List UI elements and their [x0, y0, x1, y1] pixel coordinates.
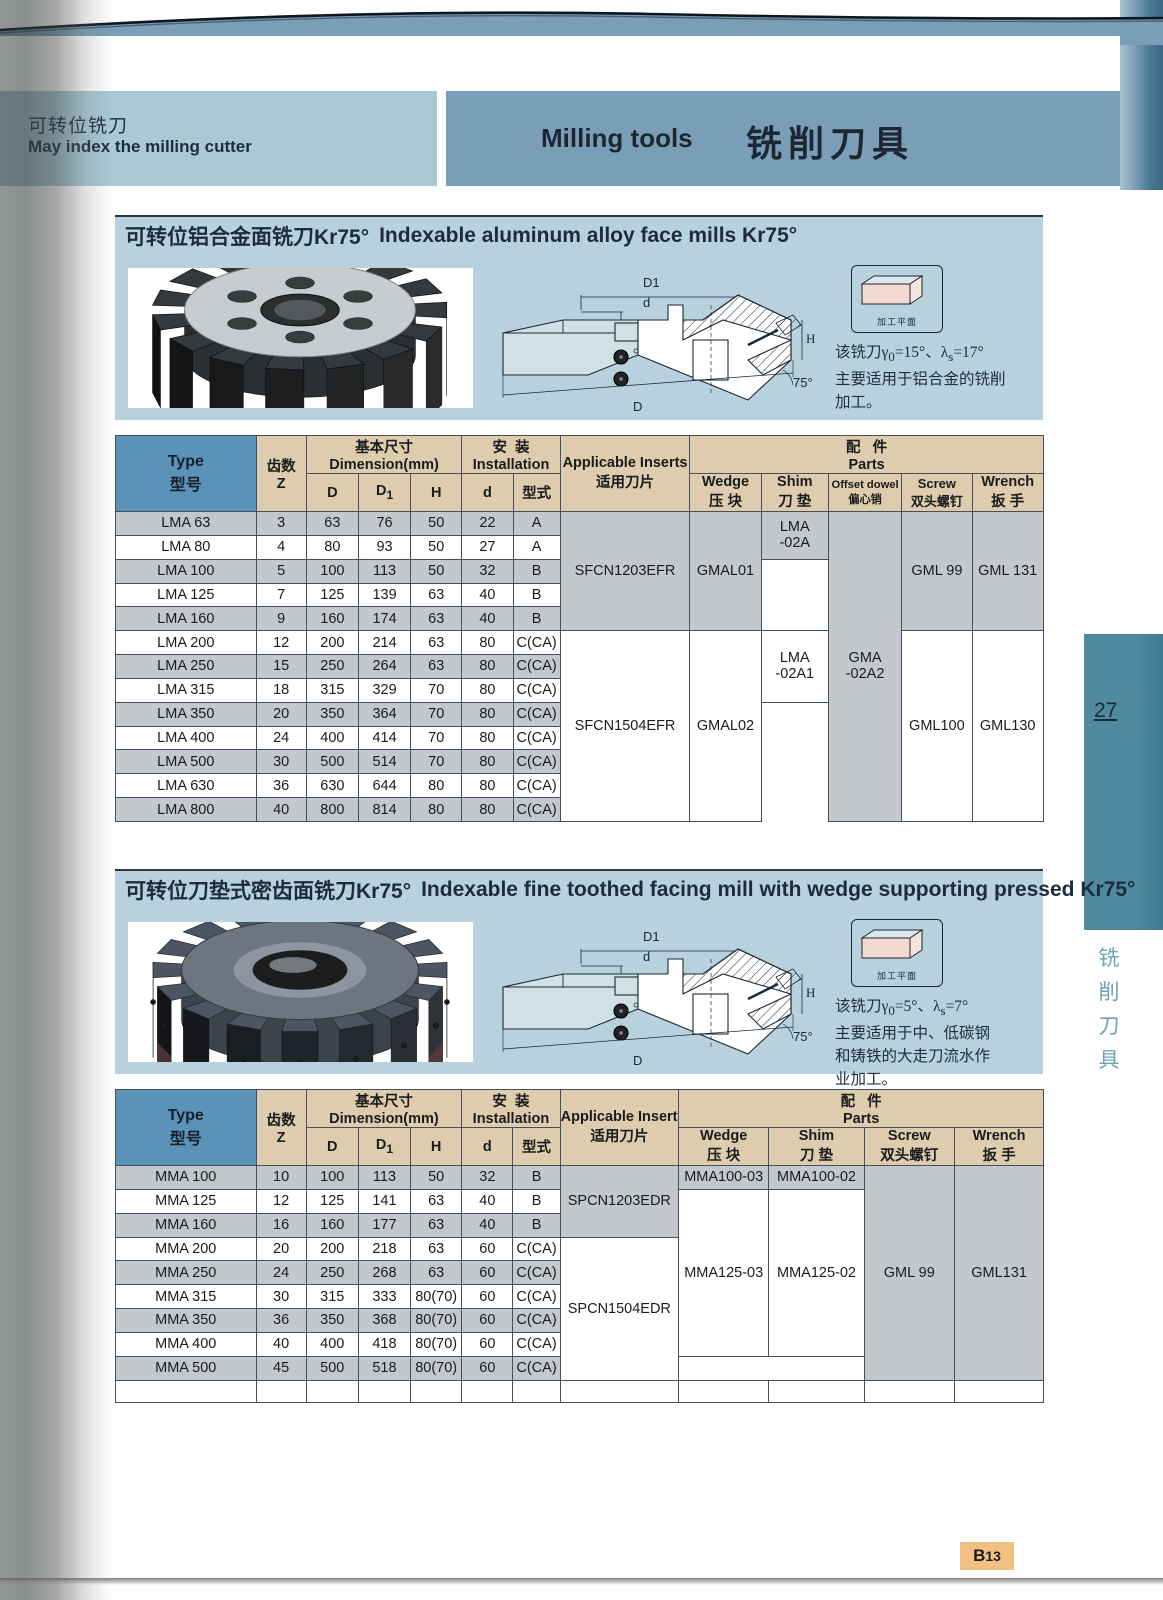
svg-text:75°: 75°	[793, 375, 813, 390]
svg-text:D: D	[633, 399, 642, 414]
svg-text:75°: 75°	[793, 1029, 813, 1044]
svg-text:D1: D1	[643, 275, 660, 290]
svg-text:D1: D1	[643, 929, 660, 944]
svg-text:d: d	[643, 295, 650, 310]
svg-text:H: H	[806, 985, 815, 1000]
svg-text:H: H	[806, 331, 815, 346]
svg-text:D: D	[633, 1053, 642, 1068]
svg-text:d: d	[643, 949, 650, 964]
